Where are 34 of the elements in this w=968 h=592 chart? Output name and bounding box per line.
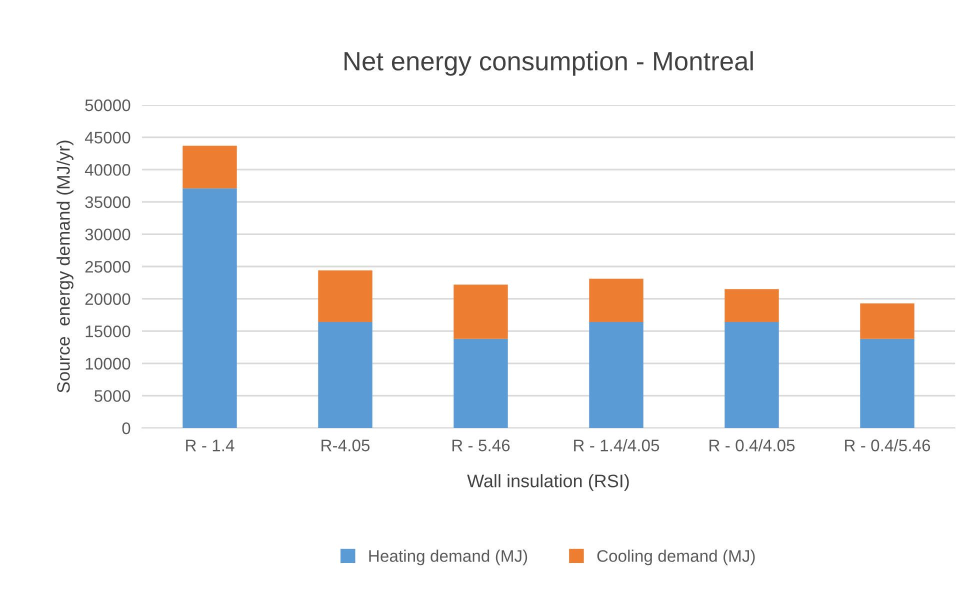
x-tick-label: R - 0.4/4.05 <box>710 439 795 452</box>
y-tick-label: 50000 <box>85 99 130 112</box>
y-tick-label: 20000 <box>85 293 130 306</box>
y-tick-label: 35000 <box>85 196 130 208</box>
y-tick-label: 40000 <box>84 164 130 176</box>
bar <box>454 338 508 428</box>
bar <box>724 322 779 428</box>
bar <box>182 146 237 188</box>
bar <box>860 338 914 428</box>
y-tick-label: 0 <box>122 422 130 434</box>
x-tick-label: R-4.05 <box>322 440 370 452</box>
bar <box>860 303 914 339</box>
bar <box>454 284 508 339</box>
x-tick-label: R - 0.4/5.46 <box>845 439 930 452</box>
bar <box>318 270 372 322</box>
x-tick-label: R - 1.4/4.05 <box>574 439 660 452</box>
bar <box>182 188 237 428</box>
chart-title: Net energy consumption - Montreal <box>344 51 753 76</box>
bar <box>589 322 644 428</box>
y-tick-label: 25000 <box>85 260 130 273</box>
y-tick-label: 15000 <box>86 326 130 338</box>
y-axis-title: Source energy demand (MJ/yr) <box>56 140 74 393</box>
y-tick-label: 10000 <box>86 358 130 370</box>
legend-label: Heating demand (MJ) <box>369 550 528 566</box>
legend-label: Cooling demand (MJ) <box>597 550 755 566</box>
x-axis-title: Wall insulation (RSI) <box>467 474 629 491</box>
x-tick-label: R - 1.4 <box>186 440 234 452</box>
x-tick-label: R - 5.46 <box>452 440 510 452</box>
bar <box>724 289 779 322</box>
bar <box>318 322 372 428</box>
y-tick-label: 30000 <box>85 228 130 240</box>
y-tick-label: 45000 <box>84 132 130 144</box>
bar <box>589 278 644 322</box>
y-tick-label: 5000 <box>94 390 130 402</box>
